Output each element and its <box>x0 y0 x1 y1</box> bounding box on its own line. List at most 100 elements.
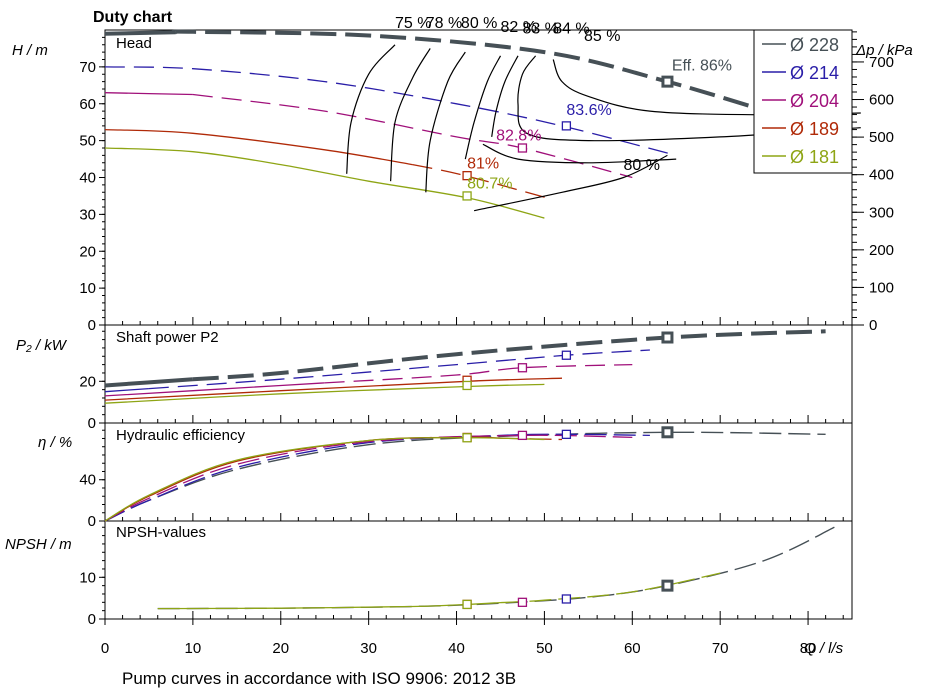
operating-point-228 <box>661 579 674 592</box>
curve-solid-204 <box>104 382 325 397</box>
legend-label-189: Ø 189 <box>790 119 839 139</box>
y-tick-label: 0 <box>88 415 96 432</box>
operating-point-204 <box>517 430 528 441</box>
efficiency-contour <box>390 48 431 182</box>
operating-point-228 <box>661 75 674 88</box>
operating-point-204 <box>517 597 528 607</box>
annotation-label: 81% <box>467 155 499 172</box>
head-y-label: H / m <box>12 42 48 59</box>
y-tick-label: 60 <box>79 96 96 113</box>
operating-point-228 <box>661 426 674 439</box>
x-tick-label: 70 <box>712 640 729 657</box>
annotation-label: 80 % <box>624 157 660 174</box>
operating-point-228 <box>661 331 674 344</box>
y-tick-label: 0 <box>88 513 96 530</box>
y-tick-label: 30 <box>79 206 96 223</box>
y-tick-label: 50 <box>79 133 96 150</box>
operating-point-214 <box>561 594 572 604</box>
operating-point-181 <box>462 433 472 443</box>
legend-label-204: Ø 204 <box>790 91 839 111</box>
operating-point-189 <box>462 171 472 181</box>
npsh-y-label: NPSH / m <box>5 536 72 553</box>
y2-tick-label: 0 <box>869 317 877 334</box>
efficiency-contours <box>346 44 861 212</box>
annotation-label: Eff. 86% <box>672 58 732 75</box>
head-panel-title: Head <box>116 35 152 52</box>
legend: Ø 228 Ø 214 Ø 204 Ø 189 Ø 181 <box>753 29 853 174</box>
operating-point-204 <box>517 143 528 153</box>
npsh-panel-title: NPSH-values <box>116 524 206 541</box>
operating-point-214 <box>561 121 572 131</box>
y2-tick-label: 700 <box>869 54 894 71</box>
legend-label-181: Ø 181 <box>790 147 839 167</box>
x-tick-label: 80 <box>800 640 817 657</box>
x-tick-label: 40 <box>448 640 465 657</box>
y-tick-label: 70 <box>79 59 96 76</box>
x-tick-label: 0 <box>101 640 109 657</box>
curve-dashed-228 <box>104 431 826 522</box>
annotation-label: 75 % <box>395 15 431 32</box>
x-tick-label: 60 <box>624 640 641 657</box>
operating-points <box>462 75 674 610</box>
y2-tick-label: 100 <box>869 279 894 296</box>
curve-dashed-181 <box>500 572 721 604</box>
curve-dashed-228 <box>157 526 835 610</box>
annotation-label: 82.8% <box>496 128 541 145</box>
efficiency-contour <box>346 44 396 174</box>
y-tick-label: 10 <box>79 569 96 586</box>
annotation-label: 82 % <box>500 19 536 36</box>
legend-label-228: Ø 228 <box>790 35 839 55</box>
curve-solid-228 <box>104 30 176 36</box>
annotation-label: 84 % <box>553 21 589 38</box>
curve-solid-214 <box>104 387 149 393</box>
y2-tick-label: 500 <box>869 129 894 146</box>
panel-frames <box>104 29 853 620</box>
x-tick-label: 20 <box>272 640 289 657</box>
curve-solid-228 <box>104 377 194 388</box>
y-tick-label: 40 <box>79 170 96 187</box>
x-tick-label: 10 <box>185 640 202 657</box>
y-tick-label: 0 <box>88 317 96 334</box>
curve-solid-181 <box>157 601 501 610</box>
curve-dashed-214 <box>104 66 677 157</box>
operating-point-181 <box>462 599 472 610</box>
efficiency-contour <box>482 143 677 164</box>
y2-tick-label: 600 <box>869 92 894 109</box>
operating-point-214 <box>561 350 572 360</box>
footer-note: Pump curves in accordance with ISO 9906:… <box>122 669 516 688</box>
pressure-y2-label: Δp / kPa <box>855 42 913 59</box>
flow-x-label: Q / l/s <box>804 640 844 657</box>
y2-tick-label: 200 <box>869 242 894 259</box>
curve-solid-181 <box>104 437 545 522</box>
y-tick-label: 10 <box>79 280 96 297</box>
annotation-label: 83 % <box>522 21 558 38</box>
curve-dashed-228 <box>171 29 792 121</box>
efficiency-contour <box>425 51 466 193</box>
curve-solid-181 <box>104 383 545 404</box>
power-y-label: P₂ / kW <box>16 337 68 354</box>
curve-solid-189 <box>104 377 563 401</box>
operating-point-181 <box>462 380 472 391</box>
chart-title: Duty chart <box>93 9 173 26</box>
legend-box <box>753 29 853 174</box>
x-tick-label: 30 <box>360 640 377 657</box>
annotation-label: 85 % <box>584 28 620 45</box>
efficiency-contour <box>473 154 668 212</box>
y-tick-label: 20 <box>79 243 96 260</box>
curve-dashed-189 <box>412 163 554 201</box>
annotation-label: 80 % <box>461 15 497 32</box>
curve-dashed-228 <box>192 329 826 382</box>
y-tick-label: 20 <box>79 373 96 390</box>
operating-point-204 <box>517 363 528 373</box>
annotation-label: 78 % <box>426 15 462 32</box>
curve-dashed-204 <box>104 434 633 522</box>
efficiency-contour <box>517 55 861 142</box>
y-tick-label: 40 <box>79 472 96 489</box>
curve-solid-204 <box>104 92 193 96</box>
legend-label-214: Ø 214 <box>790 63 839 83</box>
y2-tick-label: 300 <box>869 204 894 221</box>
y2-tick-label: 400 <box>869 167 894 184</box>
annotation-label: 80.7% <box>467 176 512 193</box>
power-panel-title: Shaft power P2 <box>116 329 219 346</box>
operating-point-181 <box>462 191 472 201</box>
